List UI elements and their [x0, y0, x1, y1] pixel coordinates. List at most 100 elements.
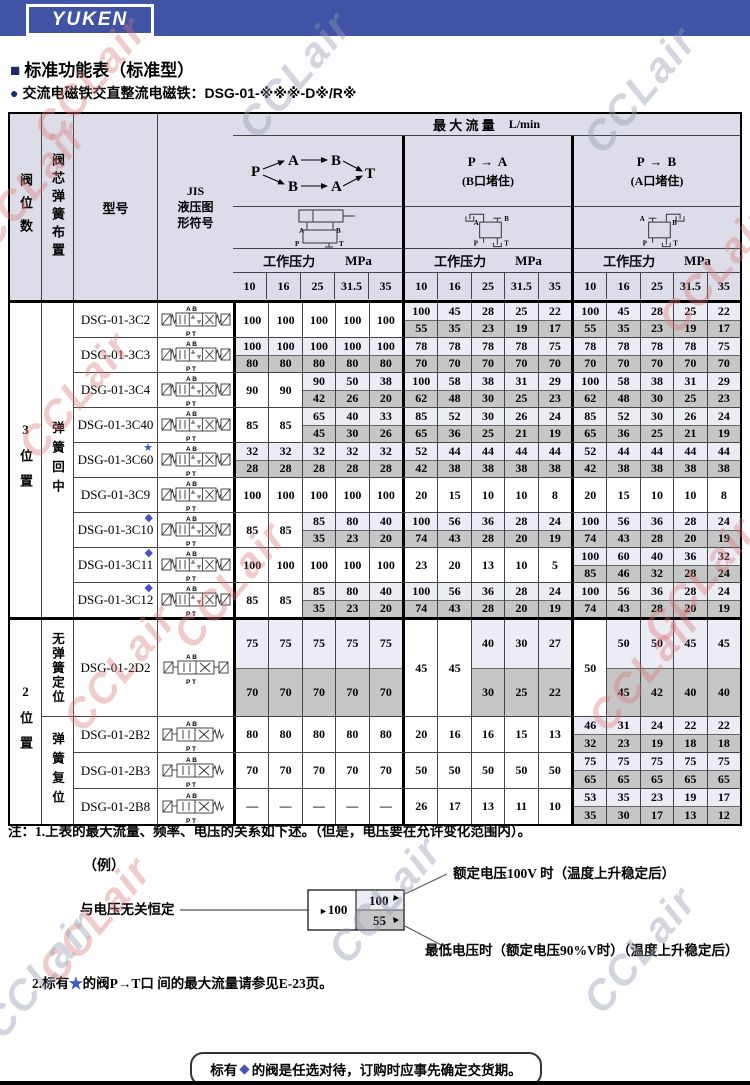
flow-value-min: 38 — [707, 460, 741, 477]
diamond-icon: ◆ — [144, 582, 153, 594]
flow-value-cell: 80 — [335, 717, 369, 752]
flow-value-cell: 8 — [537, 478, 572, 512]
flow-value-min: 40 — [707, 668, 741, 716]
model-name: DSG-01-2D2 — [74, 620, 158, 716]
flow-value: 10 — [538, 789, 572, 824]
example-label: （例） — [83, 857, 125, 874]
flow-group-g2: 23 20 13 10 5 — [402, 548, 572, 582]
flow-value-min: 20 — [369, 390, 403, 407]
flow-value-cell: 100 — [368, 548, 403, 582]
flow-value-cell: 100 — [368, 478, 403, 512]
jis-symbol-cell: A B P T — [158, 478, 233, 512]
note-1: 注：1.上表的最大流量、频率、电压的关系如下述。（但是，电压要在允许变化范围内）… — [8, 824, 532, 839]
flow-value-cell: 52 42 — [574, 443, 607, 477]
flow-value-min: 36 — [607, 425, 640, 442]
flow-value-cell: 33 26 — [368, 408, 403, 442]
flow-value: 85 — [269, 583, 302, 617]
flow-value-min: 74 — [574, 600, 607, 617]
svg-text:A B: A B — [186, 306, 197, 313]
flow-value-cell: 38 30 — [470, 373, 505, 407]
flow-value: 50 — [574, 620, 607, 716]
flow-value-rated: 22 — [538, 303, 572, 321]
flow-value-cell: 25 19 — [673, 303, 707, 337]
flow-value: 8 — [707, 478, 741, 512]
flow-value-min: 28 — [369, 460, 403, 477]
flow-value: 13 — [538, 717, 572, 752]
flow-value: 10 — [471, 478, 505, 512]
flow-value-min: 55 — [405, 320, 438, 337]
flow-value-min: 35 — [302, 530, 336, 547]
flow-value-min: 70 — [336, 668, 369, 716]
flow-value: 20 — [405, 478, 438, 512]
flow-value-min: 25 — [640, 425, 674, 442]
flow-value-rated: 75 — [574, 753, 607, 771]
flow-value-min: 42 — [640, 668, 674, 716]
flow-value-min: 70 — [369, 668, 403, 716]
flow-value-rated: 100 — [336, 338, 369, 356]
flow-value: 85 — [236, 513, 269, 547]
flow-value-cell: — — [268, 789, 302, 824]
flow-value-min: 43 — [607, 530, 640, 547]
flow-value-cell: 75 65 — [673, 753, 707, 788]
flow-value-min: 70 — [574, 355, 607, 372]
svg-text:P T: P T — [186, 541, 196, 547]
flow-value-cell: 85 35 — [301, 513, 336, 547]
flow-value-cell: 16 — [437, 717, 471, 752]
flow-value-cell: 100 — [268, 478, 302, 512]
flow-group-g1: 80 80 80 80 80 — [233, 717, 403, 752]
flow-group-g3: 100 74 56 43 36 28 28 20 24 19 — [571, 583, 741, 617]
flow-value-min: 85 — [574, 565, 607, 582]
jis-valve-symbol: A B P T — [161, 516, 230, 547]
flow-group-g1: 70 70 70 70 70 — [233, 753, 403, 788]
model-name: ◆ DSG-01-3C12 — [74, 583, 158, 617]
pressure-tick: 31.5 — [504, 273, 537, 299]
flow-value-rated: 78 — [607, 338, 640, 356]
flow-value: 45 — [438, 620, 471, 716]
model-name: ◆ DSG-01-3C10 — [74, 513, 158, 547]
svg-text:P T: P T — [186, 401, 196, 407]
flow-value-cell: 75 65 — [574, 753, 607, 788]
flow-value-min: 19 — [707, 530, 741, 547]
pressure-tick: 35 — [706, 273, 740, 299]
flow-value-rated: 36 — [674, 548, 707, 566]
flow-value: 100 — [236, 548, 269, 582]
flow-value-cell: 24 19 — [639, 717, 674, 752]
flow-value-cell: 90 — [236, 373, 269, 407]
model-name: DSG-01-3C40 — [74, 408, 158, 442]
flow-value-min: 45 — [607, 668, 640, 716]
flow-value-rated: 78 — [405, 338, 438, 356]
flow-value-cell: 45 — [437, 620, 471, 716]
flow-value-min: 19 — [674, 320, 707, 337]
flow-value-rated: 100 — [405, 583, 438, 601]
flow-group-g1: 90 90 90 42 50 26 38 20 — [233, 373, 403, 407]
flow-value: 16 — [438, 717, 471, 752]
flow-value-rated: 44 — [707, 443, 741, 461]
max-flow-title: 最 大 流 量 L/min — [233, 114, 740, 136]
flow-value-min: 70 — [640, 355, 674, 372]
flow-value-cell: 45 35 — [606, 303, 640, 337]
flow-value-cell: 25 19 — [504, 303, 538, 337]
flow-value-min: 19 — [707, 425, 741, 442]
flow-value-cell: 100 74 — [574, 513, 607, 547]
flow-value-min: 65 — [674, 771, 707, 788]
flow-value-rated: 56 — [438, 583, 471, 601]
svg-text:P T: P T — [186, 576, 196, 582]
flow-value: 20 — [438, 548, 471, 582]
flow-value-cell: 70 — [335, 753, 369, 788]
flow-value-cell: 36 28 — [470, 513, 505, 547]
flow-value-rated: 35 — [607, 789, 640, 807]
flow-value-min: 65 — [574, 425, 607, 442]
flow-value-cell: 10 — [673, 478, 707, 512]
flow-value-cell: 85 — [268, 513, 302, 547]
flow-value-rated: 53 — [574, 789, 607, 807]
flow-group-g1: — — — — — — [233, 789, 403, 824]
flow-value-cell: 100 62 — [405, 373, 438, 407]
flow-value-cell: 50 — [470, 753, 505, 788]
flow-value-cell: 24 19 — [706, 408, 741, 442]
svg-text:P: P — [295, 240, 300, 248]
svg-text:B: B — [504, 216, 509, 223]
